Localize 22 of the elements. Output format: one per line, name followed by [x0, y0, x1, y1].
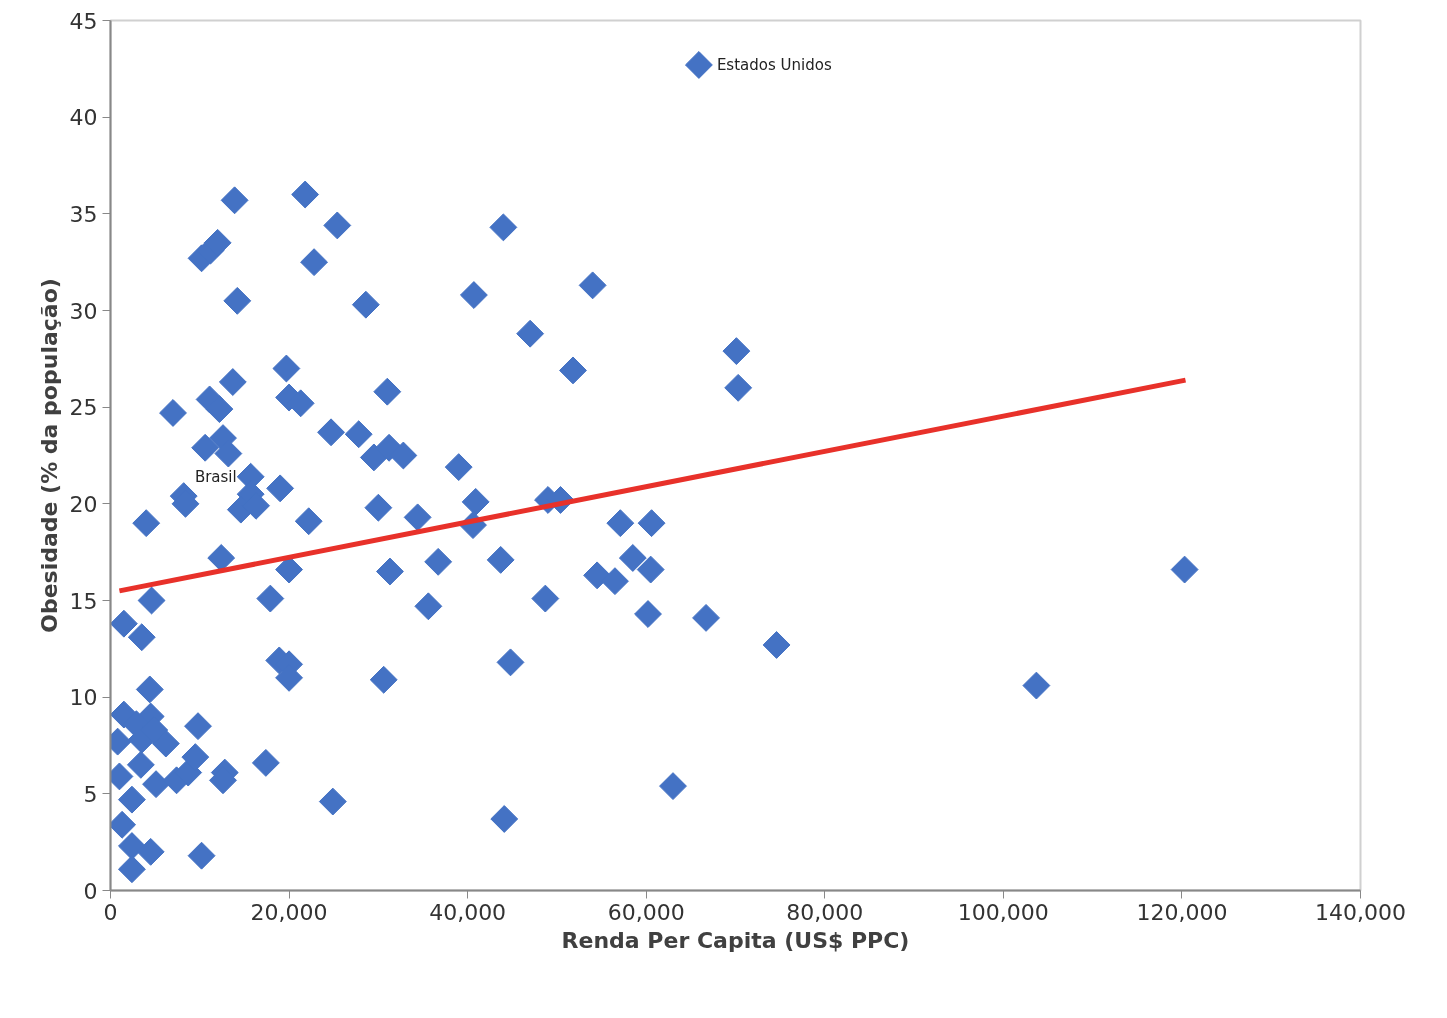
x-tick-label: 80,000	[786, 899, 864, 925]
y-tick-label: 25	[69, 395, 98, 421]
annotation: Estados Unidos	[716, 55, 832, 74]
y-tick-label: 10	[69, 685, 98, 711]
y-tick-label: 5	[83, 781, 98, 807]
y-tick-label: 15	[69, 588, 98, 614]
annotation: Brasil	[194, 467, 237, 486]
x-tick-label: 120,000	[1136, 899, 1228, 925]
x-tick-label: 40,000	[429, 899, 507, 925]
y-axis-title: Obesidade (% da população)	[36, 278, 62, 633]
y-tick-label: 40	[69, 105, 98, 131]
x-tick-label: 100,000	[957, 899, 1049, 925]
y-tick-label: 30	[69, 298, 98, 324]
x-tick-label: 60,000	[607, 899, 685, 925]
y-tick-label: 20	[69, 491, 98, 517]
x-tick-label: 20,000	[250, 899, 328, 925]
y-tick-label: 35	[69, 201, 98, 227]
x-tick-label: 0	[103, 899, 118, 925]
x-axis-title: Renda Per Capita (US$ PPC)	[561, 927, 910, 953]
y-tick-label: 0	[83, 878, 98, 904]
y-tick-label: 45	[69, 8, 98, 34]
x-tick-label: 140,000	[1315, 899, 1406, 925]
